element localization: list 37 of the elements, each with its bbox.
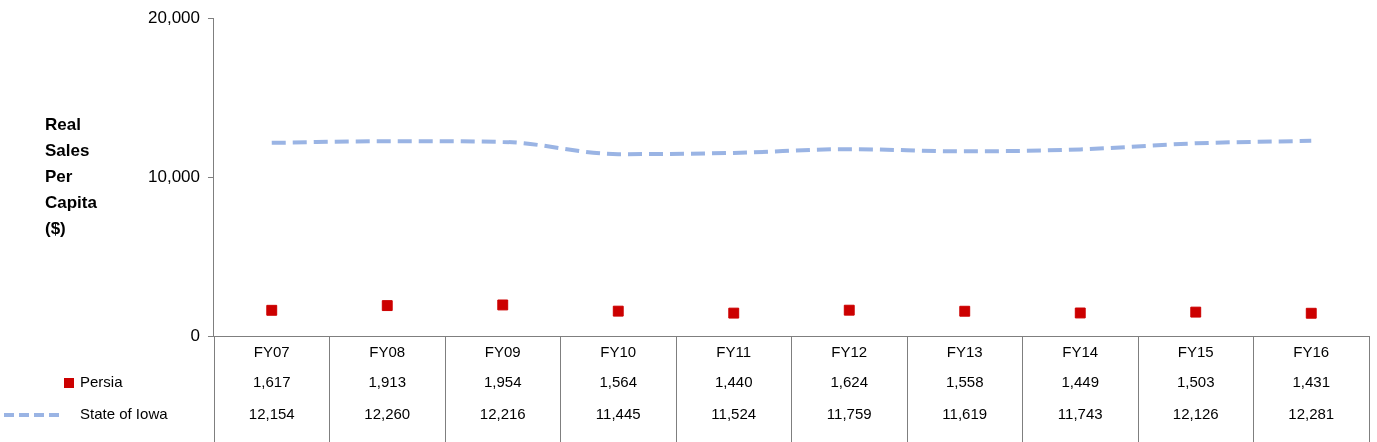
x-tick-label: FY10: [600, 343, 637, 361]
x-tick-label: FY07: [253, 343, 290, 361]
data-label: 1,440: [714, 373, 753, 391]
line-series: [269, 138, 1314, 157]
data-label: 1,624: [830, 373, 869, 391]
x-tick-label: FY09: [484, 343, 521, 361]
y-tick-label: 0: [190, 325, 200, 345]
data-label: 11,759: [826, 405, 872, 423]
data-label: 1,617: [252, 373, 291, 391]
x-tick-label: FY08: [369, 343, 406, 361]
y-tick-label: 10,000: [148, 166, 200, 186]
data-label: 11,445: [595, 405, 641, 423]
data-label: 1,954: [483, 373, 522, 391]
data-label: 11,524: [711, 405, 757, 423]
data-label: 1,431: [1292, 373, 1331, 391]
x-tick-label: FY15: [1177, 343, 1214, 361]
x-tick-label: FY14: [1062, 343, 1099, 361]
data-label: 1,913: [368, 373, 407, 391]
data-label: 1,503: [1176, 373, 1215, 391]
x-tick-label: FY16: [1293, 343, 1330, 361]
data-label: 12,260: [364, 405, 411, 423]
y-tick-label: 20,000: [148, 7, 200, 27]
data-label: 1,558: [945, 373, 984, 391]
x-tick-label: FY11: [716, 343, 752, 361]
data-label: 1,449: [1061, 373, 1100, 391]
legend-label: Persia: [80, 373, 124, 391]
data-label: 11,619: [942, 405, 988, 423]
data-label: 12,281: [1288, 405, 1335, 423]
data-label: 1,564: [599, 373, 638, 391]
y-axis-title: Real Sales Per Capita ($): [45, 114, 98, 238]
x-tick-label: FY12: [831, 343, 868, 361]
data-label: 11,743: [1057, 405, 1103, 423]
x-tick-label: FY13: [946, 343, 983, 361]
data-label: 12,216: [479, 405, 526, 423]
data-label: 12,126: [1172, 405, 1219, 423]
legend-label: State of Iowa: [80, 405, 169, 423]
data-label: 12,154: [248, 405, 295, 423]
